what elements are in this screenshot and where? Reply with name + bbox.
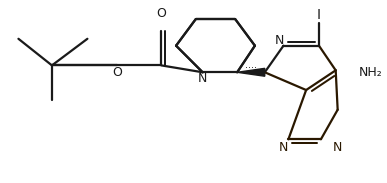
- Text: ····: ····: [245, 63, 257, 73]
- Text: O: O: [112, 66, 122, 79]
- Text: O: O: [156, 7, 166, 20]
- Text: N: N: [275, 34, 284, 47]
- Text: I: I: [317, 8, 321, 22]
- Polygon shape: [237, 68, 265, 76]
- Text: N: N: [198, 72, 207, 85]
- Text: NH₂: NH₂: [358, 66, 382, 79]
- Text: N: N: [279, 141, 288, 154]
- Text: N: N: [333, 141, 342, 154]
